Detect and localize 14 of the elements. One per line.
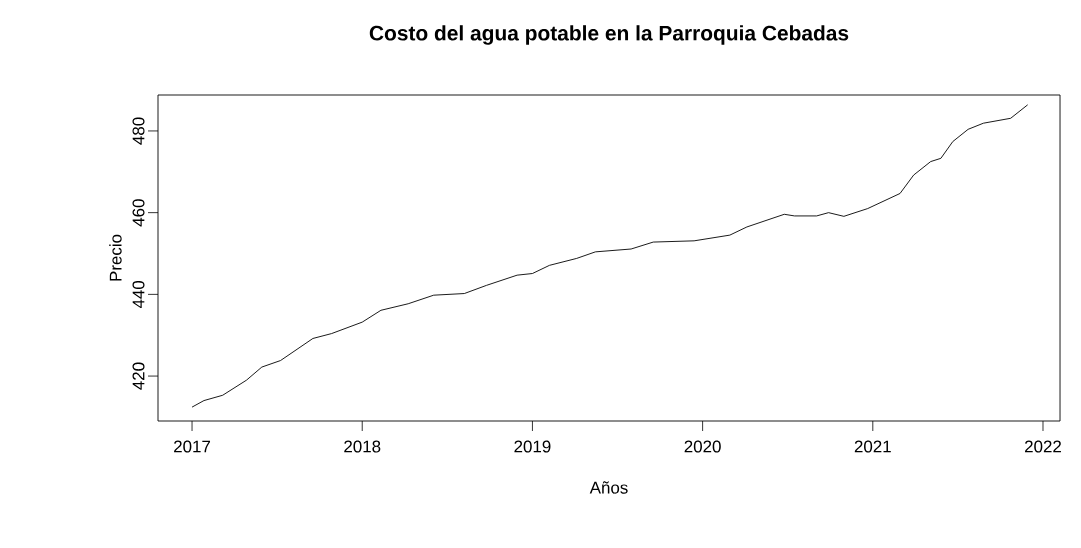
x-tick-label: 2018 [344,440,381,453]
y-tick-label: 440 [132,280,145,309]
chart-title: Costo del agua potable en la Parroquia Cebadas [369,25,849,45]
x-tick-label: 2021 [854,440,891,453]
y-tick-label: 480 [132,117,145,145]
line-series [191,104,1029,408]
x-tick-label: 2019 [514,440,551,453]
y-tick-label: 420 [132,362,145,390]
x-tick-label: 2017 [174,440,211,453]
x-tick-label: 2020 [684,440,721,453]
y-axis-title: Precio [109,234,122,281]
x-tick-label: 2022 [1025,440,1061,453]
y-tick-label: 460 [132,199,145,227]
x-axis-title: Años [589,481,628,494]
